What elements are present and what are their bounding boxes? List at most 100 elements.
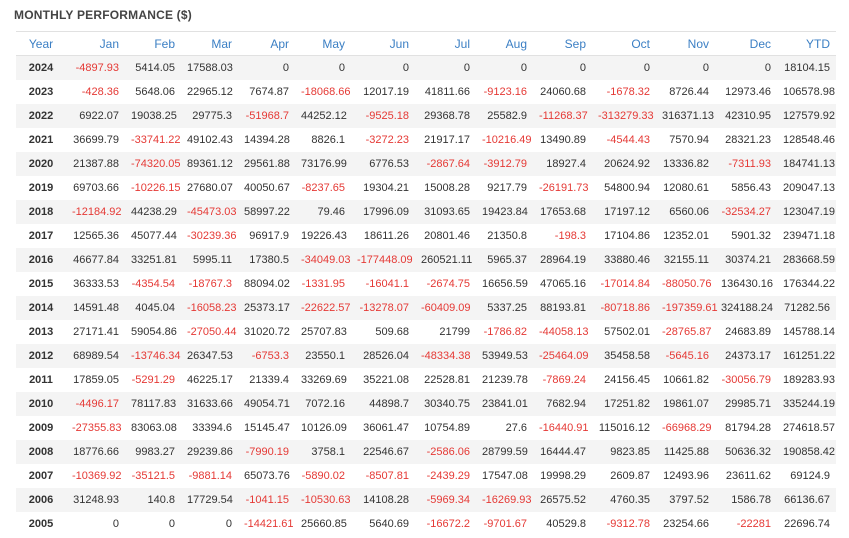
value-cell: 1586.78: [715, 488, 777, 512]
value-cell: -4897.93: [66, 55, 125, 80]
table-row: 2011 17859.05 -5291.29 46225.17 21339.4 33269…: [16, 368, 836, 392]
value-cell: -7990.19: [238, 440, 295, 464]
value-cell: -27355.83: [72, 422, 122, 434]
year-cell: 2018: [16, 200, 66, 224]
value-cell: 7682.94: [533, 392, 592, 416]
value-cell: 53949.53: [476, 344, 533, 368]
value-cell: -1331.95: [301, 278, 345, 290]
value-cell: 33394.6: [192, 422, 232, 434]
value-cell: 25373.17: [238, 296, 295, 320]
value-cell: 7570.94: [669, 134, 709, 146]
table-row: 2022 6922.07 19038.25 29775.3 -51968.7 44252.…: [16, 104, 836, 128]
value-cell: 106578.98: [783, 86, 835, 98]
value-cell: 15145.47: [244, 422, 290, 434]
year-cell: 2006: [16, 488, 66, 512]
value-cell: -3272.23: [365, 134, 409, 146]
value-cell: -9525.18: [351, 104, 415, 128]
table-row: 2024 -4897.93 5414.05 17588.03 0 0 0 0 0 0 0 0 0 1810…: [16, 55, 836, 80]
value-cell: -428.36: [81, 86, 119, 98]
value-cell: -6753.3: [238, 344, 295, 368]
value-cell: 21339.4: [249, 374, 289, 386]
value-cell: 27680.07: [187, 182, 233, 194]
value-cell: -2867.64: [415, 152, 476, 176]
value-cell: 7674.87: [249, 86, 289, 98]
value-cell: 23841.01: [476, 392, 533, 416]
value-cell: -5890.02: [301, 470, 345, 482]
value-cell: 17729.54: [181, 488, 238, 512]
performance-table: Year Jan Feb Mar Apr May Jun Jul Aug Sep Oct Nov Dec…: [16, 31, 836, 536]
value-cell: 27171.41: [73, 326, 119, 338]
value-cell: 0: [592, 55, 656, 80]
value-cell: -16672.2: [426, 518, 470, 530]
value-cell: 10754.89: [424, 422, 470, 434]
value-cell: -26191.73: [539, 182, 589, 194]
value-cell: -8237.65: [301, 182, 345, 194]
value-cell: 45077.44: [131, 230, 177, 242]
value-cell: 24373.17: [715, 344, 777, 368]
value-cell: 31248.93: [66, 488, 125, 512]
value-cell: 41811.66: [424, 86, 470, 98]
value-cell: 3797.52: [656, 488, 715, 512]
column-header-jun: Jun: [351, 31, 415, 56]
table-row: 2017 12565.36 45077.44 -30239.36 96917.9 1922…: [16, 224, 836, 248]
value-cell: -4496.17: [66, 392, 125, 416]
value-cell: 29561.88: [238, 152, 295, 176]
value-cell: 316371.13: [656, 104, 715, 128]
value-cell: 127579.92: [777, 104, 836, 128]
year-cell: 2021: [28, 134, 54, 146]
value-cell: 5901.32: [731, 230, 771, 242]
value-cell: 44252.12: [295, 104, 351, 128]
value-cell: -12184.92: [66, 200, 125, 224]
table-row: 2020 21387.88 -74320.05 89361.12 29561.88 731…: [16, 152, 836, 176]
table-row: 2014 14591.48 4045.04 -16058.23 25373.17 -226…: [16, 296, 836, 320]
value-cell: 260521.11: [415, 248, 476, 272]
value-cell: 16656.59: [482, 278, 528, 290]
value-cell: 0: [656, 55, 715, 80]
table-body: 2024 -4897.93 5414.05 17588.03 0 0 0 0 0 0 0 0 0 1810…: [16, 55, 836, 537]
value-cell: 324188.24: [715, 296, 777, 320]
value-cell: 96917.9: [249, 230, 289, 242]
value-cell: -51968.7: [238, 104, 295, 128]
value-cell: 31633.66: [181, 392, 238, 416]
value-cell: 18927.4: [533, 152, 592, 176]
year-cell: 2023: [28, 86, 54, 98]
value-cell: 58997.22: [238, 200, 295, 224]
value-cell: -33741.22: [131, 134, 181, 146]
table-row: 2005 0 0 0 -14421.61 25660.85 5640.69 -16672.2 -…: [16, 512, 836, 536]
value-cell: -1786.82: [483, 326, 527, 338]
value-cell: 40529.8: [546, 518, 586, 530]
year-cell: 2012: [16, 344, 66, 368]
value-cell: 11425.88: [656, 440, 715, 464]
value-cell: 14591.48: [66, 296, 125, 320]
value-cell: 69124.9: [790, 470, 830, 482]
value-cell: 4045.04: [125, 296, 181, 320]
value-cell: 17380.5: [238, 248, 295, 272]
value-cell: 5856.43: [731, 182, 771, 194]
value-cell: -32534.27: [715, 200, 777, 224]
value-cell: 89361.12: [181, 152, 238, 176]
value-cell: 17104.86: [604, 230, 650, 242]
value-cell: -9701.67: [483, 518, 527, 530]
value-cell: 22696.74: [784, 518, 830, 530]
table-row: 2016 46677.84 33251.81 5995.11 17380.5 -34049…: [16, 248, 836, 272]
table-row: 2013 27171.41 59054.86 -27050.44 31020.72 257…: [16, 320, 836, 344]
column-header-year: Year: [16, 31, 66, 56]
column-header-ytd: YTD: [777, 31, 836, 56]
value-cell: 115016.12: [598, 422, 650, 434]
value-cell: 81794.28: [725, 422, 771, 434]
value-cell: 28964.19: [533, 248, 592, 272]
value-cell: -16041.1: [365, 278, 409, 290]
table-row: 2021 36699.79 -33741.22 49102.43 14394.28 882…: [16, 128, 836, 152]
value-cell: 49102.43: [187, 134, 233, 146]
value-cell: -18767.3: [188, 278, 232, 290]
column-header-apr: Apr: [238, 31, 295, 56]
value-cell: 30374.21: [715, 248, 777, 272]
year-cell: 2010: [16, 392, 66, 416]
value-cell: -9312.78: [606, 518, 650, 530]
value-cell: 32155.11: [656, 248, 715, 272]
column-header-jan: Jan: [66, 31, 125, 56]
value-cell: 36699.79: [73, 134, 119, 146]
column-header-nov: Nov: [656, 31, 715, 56]
value-cell: -5969.34: [415, 488, 476, 512]
value-cell: 19861.07: [656, 392, 715, 416]
